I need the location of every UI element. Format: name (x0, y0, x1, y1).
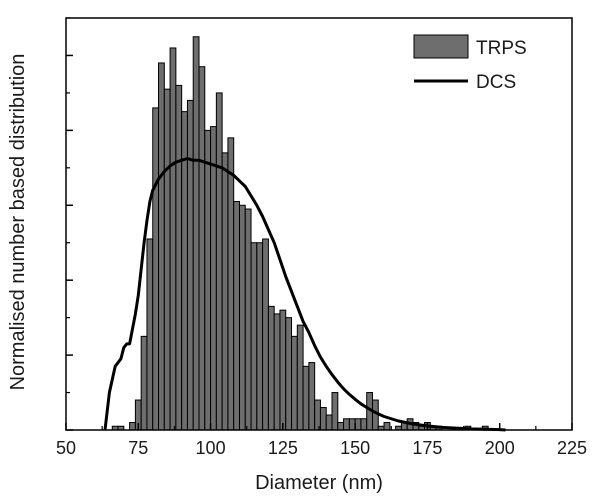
y-axis-ticks (66, 17, 73, 431)
trps-bar (152, 107, 160, 431)
trps-bar (262, 238, 269, 431)
trps-bar (331, 392, 339, 431)
trps-bar (221, 152, 229, 431)
dcs-series-line (103, 157, 506, 432)
trps-bar (343, 418, 350, 431)
trps-bar (210, 126, 217, 431)
trps-bar (140, 335, 148, 431)
trps-bar (244, 208, 252, 431)
legend-label-dcs: DCS (476, 72, 516, 93)
bars-group (111, 36, 489, 431)
trps-bar (354, 418, 362, 431)
trps-bar (204, 129, 212, 431)
legend-swatch-trps (413, 34, 469, 59)
trps-bar (256, 242, 264, 431)
legend-label-trps: TRPS (476, 38, 527, 59)
x-tick-label: 100 (196, 438, 226, 458)
trps-bar (360, 418, 368, 431)
trps-bar (325, 414, 333, 431)
trps-bar (302, 365, 310, 431)
trps-bar (238, 204, 246, 431)
x-tick-label: 150 (340, 438, 370, 458)
x-tick-label: 175 (412, 438, 442, 458)
trps-bar (158, 62, 165, 431)
trps-bar (129, 422, 136, 431)
trps-bar (314, 399, 321, 431)
x-tick-label: 75 (128, 438, 148, 458)
x-axis-title: Diameter (nm) (255, 472, 383, 494)
trps-bar (227, 137, 235, 431)
x-tick-label: 50 (56, 438, 76, 458)
trps-bar (279, 309, 287, 431)
x-tick-label: 225 (557, 438, 587, 458)
trps-bar (308, 362, 316, 431)
trps-bar (215, 92, 223, 431)
trps-bar (267, 305, 275, 431)
trps-bar (273, 313, 281, 431)
trps-bar (296, 324, 304, 431)
trps-bar (291, 335, 298, 431)
x-axis-ticks: 50 75 100 125 150 175 200 225 (56, 423, 587, 458)
trps-bar (198, 66, 206, 431)
trps-bar (175, 84, 183, 431)
x-tick-label: 200 (485, 438, 515, 458)
x-tick-label: 125 (268, 438, 298, 458)
trps-bar (169, 47, 177, 431)
trps-bar (285, 317, 293, 431)
trps-bar (319, 407, 327, 431)
trps-bar (250, 242, 258, 431)
trps-bar (186, 99, 194, 431)
trps-bar (233, 201, 240, 431)
y-axis-title: Normalised number based distribution (7, 54, 29, 391)
trps-bar (192, 36, 200, 431)
trps-bar (163, 88, 171, 431)
trps-bar (348, 418, 356, 431)
trps-bar (383, 422, 391, 431)
trps-bar (337, 422, 345, 431)
trps-bar (146, 238, 154, 431)
legend: TRPS DCS (413, 34, 527, 93)
